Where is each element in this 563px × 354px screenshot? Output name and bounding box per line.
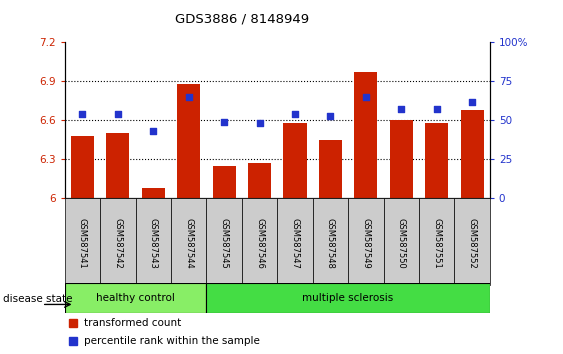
Point xyxy=(184,94,193,100)
Bar xyxy=(207,283,490,313)
Bar xyxy=(354,72,377,198)
Bar xyxy=(71,136,94,198)
Text: healthy control: healthy control xyxy=(96,293,175,303)
Bar xyxy=(100,198,136,285)
Text: GSM587541: GSM587541 xyxy=(78,218,87,269)
Text: disease state: disease state xyxy=(3,294,72,304)
Bar xyxy=(312,198,348,285)
Bar xyxy=(425,123,448,198)
Text: GSM587545: GSM587545 xyxy=(220,218,229,269)
Point xyxy=(432,107,441,112)
Point xyxy=(361,94,370,100)
Text: percentile rank within the sample: percentile rank within the sample xyxy=(84,336,260,346)
Text: multiple sclerosis: multiple sclerosis xyxy=(302,293,394,303)
Point xyxy=(78,111,87,117)
Point xyxy=(291,111,300,117)
Bar xyxy=(348,198,383,285)
Bar xyxy=(454,198,490,285)
Bar xyxy=(136,198,171,285)
Point xyxy=(220,119,229,125)
Text: GSM587549: GSM587549 xyxy=(361,218,370,269)
Bar xyxy=(177,84,200,198)
Text: GSM587548: GSM587548 xyxy=(326,218,335,269)
Text: GSM587546: GSM587546 xyxy=(255,218,264,269)
Bar xyxy=(319,140,342,198)
Bar xyxy=(106,133,129,198)
Bar xyxy=(248,163,271,198)
Text: GSM587543: GSM587543 xyxy=(149,218,158,269)
Text: GSM587550: GSM587550 xyxy=(397,218,406,269)
Bar xyxy=(207,198,242,285)
Point xyxy=(326,113,335,119)
Text: GSM587547: GSM587547 xyxy=(291,218,300,269)
Bar xyxy=(171,198,207,285)
Bar xyxy=(213,166,236,198)
Bar xyxy=(65,283,207,313)
Text: GSM587542: GSM587542 xyxy=(113,218,122,269)
Bar xyxy=(390,120,413,198)
Bar xyxy=(419,198,454,285)
Point xyxy=(468,99,477,104)
Text: GSM587552: GSM587552 xyxy=(468,218,477,269)
Bar xyxy=(65,198,100,285)
Text: GDS3886 / 8148949: GDS3886 / 8148949 xyxy=(175,12,309,25)
Bar xyxy=(461,110,484,198)
Point xyxy=(149,129,158,134)
Bar xyxy=(278,198,312,285)
Bar xyxy=(383,198,419,285)
Bar xyxy=(284,123,306,198)
Point xyxy=(113,111,122,117)
Point xyxy=(255,121,264,126)
Bar xyxy=(142,188,165,198)
Text: GSM587544: GSM587544 xyxy=(184,218,193,269)
Text: transformed count: transformed count xyxy=(84,318,181,328)
Text: GSM587551: GSM587551 xyxy=(432,218,441,269)
Bar xyxy=(242,198,277,285)
Point xyxy=(397,107,406,112)
